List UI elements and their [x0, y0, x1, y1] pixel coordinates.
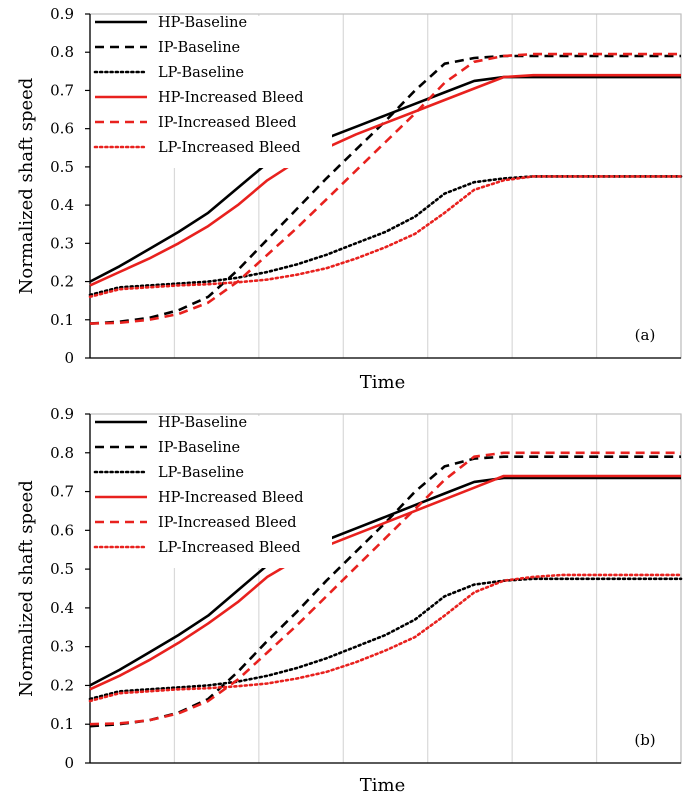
y-tick-label: 0.9 — [50, 5, 74, 23]
y-tick-label: 0.9 — [50, 405, 74, 423]
series-line-lp-increased-bleed — [88, 175, 683, 299]
y-tick-label: 0.2 — [50, 273, 74, 291]
series-line-ip-increased-bleed — [89, 451, 681, 726]
panel-tag: (a) — [635, 326, 656, 344]
y-axis-label: Normalized shaft speed — [16, 78, 37, 295]
legend-background — [92, 16, 332, 168]
series-line-ip-baseline — [89, 455, 681, 728]
legend-entry-label: LP-Increased Bleed — [158, 140, 301, 156]
y-tick-label: 0.7 — [50, 81, 74, 99]
y-tick-label: 0.5 — [50, 158, 74, 176]
series-line-lp-baseline — [88, 577, 683, 701]
y-tick-label: 0.4 — [50, 599, 74, 617]
series-line-lp-baseline — [88, 175, 683, 297]
chart-panel-b: 0 0.1 0.2 0.3 0.4 0.5 0.6 0.7 0.8 0.9 Normalized s… — [16, 405, 683, 796]
series-line-hp-baseline — [89, 75, 681, 283]
y-tick-label: 0.1 — [50, 311, 74, 329]
y-tick-label: 0.5 — [50, 560, 74, 578]
y-tick-label: 0.3 — [50, 638, 74, 656]
series-line-lp-increased-bleed — [88, 573, 683, 703]
y-axis-label: Normalized shaft speed — [16, 480, 37, 697]
y-tick-label: 0.6 — [50, 521, 74, 539]
y-tick-label: 0.2 — [50, 676, 74, 694]
y-tick-label: 0 — [64, 754, 74, 772]
y-tick-label: 0.7 — [50, 483, 74, 501]
legend-entry-label: LP-Baseline — [158, 465, 244, 481]
series-line-ip-increased-bleed — [89, 52, 681, 325]
legend: HP-Baseline IP-Baseline LP-Baseline HP-Incr… — [92, 415, 332, 568]
legend-entry-label: IP-Increased Bleed — [158, 515, 297, 531]
y-tick-label: 0.1 — [50, 715, 74, 733]
legend-entry-label: HP-Baseline — [158, 15, 247, 31]
legend-entry-label: LP-Baseline — [158, 65, 244, 81]
x-axis-label: Time — [360, 775, 405, 796]
legend-background — [92, 416, 332, 568]
x-axis-label: Time — [360, 372, 405, 393]
chart-panel-a: 0 0.1 0.2 0.3 0.4 0.5 0.6 0.7 0.8 0.9 Normalized s… — [16, 5, 683, 393]
legend-entry-label: IP-Baseline — [158, 440, 240, 456]
y-tick-label: 0.8 — [50, 444, 74, 462]
series-line-hp-baseline — [89, 476, 681, 687]
legend: HP-Baseline IP-Baseline LP-Baseline HP-Incr… — [92, 15, 332, 168]
panel-tag: (b) — [634, 731, 655, 749]
y-tick-label: 0.4 — [50, 196, 74, 214]
series-line-hp-increased-bleed — [89, 474, 681, 691]
y-tick-label: 0.8 — [50, 43, 74, 61]
series-line-ip-baseline — [89, 54, 681, 325]
legend-entry-label: HP-Increased Bleed — [158, 90, 304, 106]
legend-entry-label: IP-Baseline — [158, 40, 240, 56]
legend-entry-label: LP-Increased Bleed — [158, 540, 301, 556]
y-tick-label: 0 — [64, 349, 74, 367]
y-tick-label: 0.3 — [50, 234, 74, 252]
legend-entry-label: HP-Increased Bleed — [158, 490, 304, 506]
legend-entry-label: HP-Baseline — [158, 415, 247, 431]
y-tick-label: 0.6 — [50, 120, 74, 138]
series-line-hp-increased-bleed — [89, 73, 681, 287]
legend-entry-label: IP-Increased Bleed — [158, 115, 297, 131]
